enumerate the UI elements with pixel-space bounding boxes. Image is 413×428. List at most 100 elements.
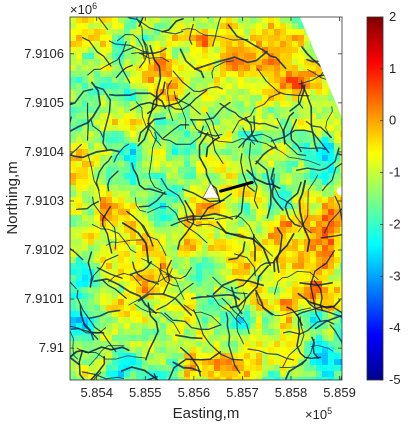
heatmap-cell [280, 125, 287, 132]
heatmap-cell [208, 281, 215, 288]
crack-line [212, 276, 248, 295]
heatmap-cell [232, 287, 239, 294]
heatmap-cell [88, 107, 95, 114]
heatmap-cell [262, 197, 269, 204]
heatmap-cell [274, 239, 281, 246]
heatmap-cell [280, 293, 287, 300]
heatmap-cell [298, 185, 305, 192]
heatmap-cell [184, 41, 191, 48]
heatmap-cell [244, 173, 251, 180]
heatmap-cell [142, 29, 149, 36]
heatmap-cell [124, 245, 131, 252]
heatmap-cell [118, 125, 125, 132]
heatmap-cell [226, 191, 233, 198]
heatmap-cell [82, 221, 89, 228]
heatmap-cell [238, 185, 245, 192]
heatmap-cell [322, 179, 329, 186]
heatmap-cell [256, 377, 263, 380]
heatmap-cell [334, 203, 341, 210]
heatmap-cell [322, 257, 329, 264]
heatmap-cell [124, 281, 131, 288]
heatmap-cell [298, 155, 305, 162]
heatmap-cell [88, 257, 95, 264]
heatmap-cell [274, 203, 281, 210]
heatmap-cell [202, 71, 209, 78]
crack-line [158, 269, 179, 287]
heatmap-cell [94, 155, 101, 162]
heatmap-cell [184, 71, 191, 78]
heatmap-cell [304, 197, 311, 204]
heatmap-cell [178, 143, 185, 150]
heatmap-cell [160, 227, 167, 234]
heatmap-cell [172, 179, 179, 186]
heatmap-cell [100, 95, 107, 102]
crack-line [290, 118, 302, 153]
crack-line [106, 239, 145, 247]
heatmap-cell [166, 221, 173, 228]
heatmap-cell [328, 191, 335, 198]
heatmap-cell [274, 83, 281, 90]
heatmap-cell [304, 71, 311, 78]
heatmap-cell [130, 269, 137, 276]
heatmap-cell [88, 209, 95, 216]
heatmap-cell [322, 77, 329, 84]
heatmap-cell [238, 353, 245, 360]
heatmap-cell [184, 347, 191, 354]
heatmap-cell [166, 359, 173, 366]
heatmap-cell [106, 263, 113, 270]
heatmap-cell [196, 179, 203, 186]
heatmap-cell [298, 59, 305, 66]
heatmap-cell [148, 305, 155, 312]
heatmap-cell [88, 77, 95, 84]
heatmap-cell [190, 353, 197, 360]
heatmap-cell [112, 299, 119, 306]
heatmap-cell [208, 29, 215, 36]
heatmap-cell [124, 89, 131, 96]
heatmap-cell [112, 203, 119, 210]
x-exponent-base: ×10 [305, 407, 327, 422]
heatmap-cell [190, 77, 197, 84]
heatmap-cell [130, 137, 137, 144]
heatmap-cell [292, 269, 299, 276]
heatmap-cell [220, 209, 227, 216]
heatmap-cell [286, 29, 293, 36]
heatmap-cell [310, 227, 317, 234]
heatmap-cell [154, 353, 161, 360]
heatmap-cell [166, 59, 173, 66]
heatmap-cell [172, 257, 179, 264]
heatmap-cell [232, 323, 239, 330]
crack-line [305, 298, 342, 319]
heatmap-cell [118, 227, 125, 234]
heatmap-cell [316, 173, 323, 180]
heatmap-cell [148, 125, 155, 132]
heatmap-cell [100, 317, 107, 324]
heatmap-cell [334, 269, 341, 276]
heatmap-cell [220, 275, 227, 282]
heatmap-cell [238, 137, 245, 144]
heatmap-cell [208, 161, 215, 168]
heatmap-cell [190, 83, 197, 90]
heatmap-cell [178, 107, 185, 114]
heatmap-cell [88, 341, 95, 348]
heatmap-cell [256, 269, 263, 276]
heatmap-cell [76, 221, 83, 228]
heatmap-cell [124, 203, 131, 210]
heatmap-cell [292, 29, 299, 36]
heatmap-cell [130, 377, 137, 380]
heatmap-cell [196, 185, 203, 192]
heatmap-cell [220, 35, 227, 42]
heatmap-cell [142, 71, 149, 78]
heatmap-cell [184, 77, 191, 84]
heatmap-cell [76, 239, 83, 246]
heatmap-cell [100, 113, 107, 120]
heatmap-cell [214, 167, 221, 174]
heatmap-cell [160, 17, 167, 24]
heatmap-cell [226, 239, 233, 246]
markers [202, 180, 345, 199]
heatmap-cell [280, 239, 287, 246]
heatmap-cell [202, 377, 209, 380]
heatmap-cell [106, 119, 113, 126]
heatmap-cell [94, 23, 101, 30]
heatmap-cell [148, 95, 155, 102]
